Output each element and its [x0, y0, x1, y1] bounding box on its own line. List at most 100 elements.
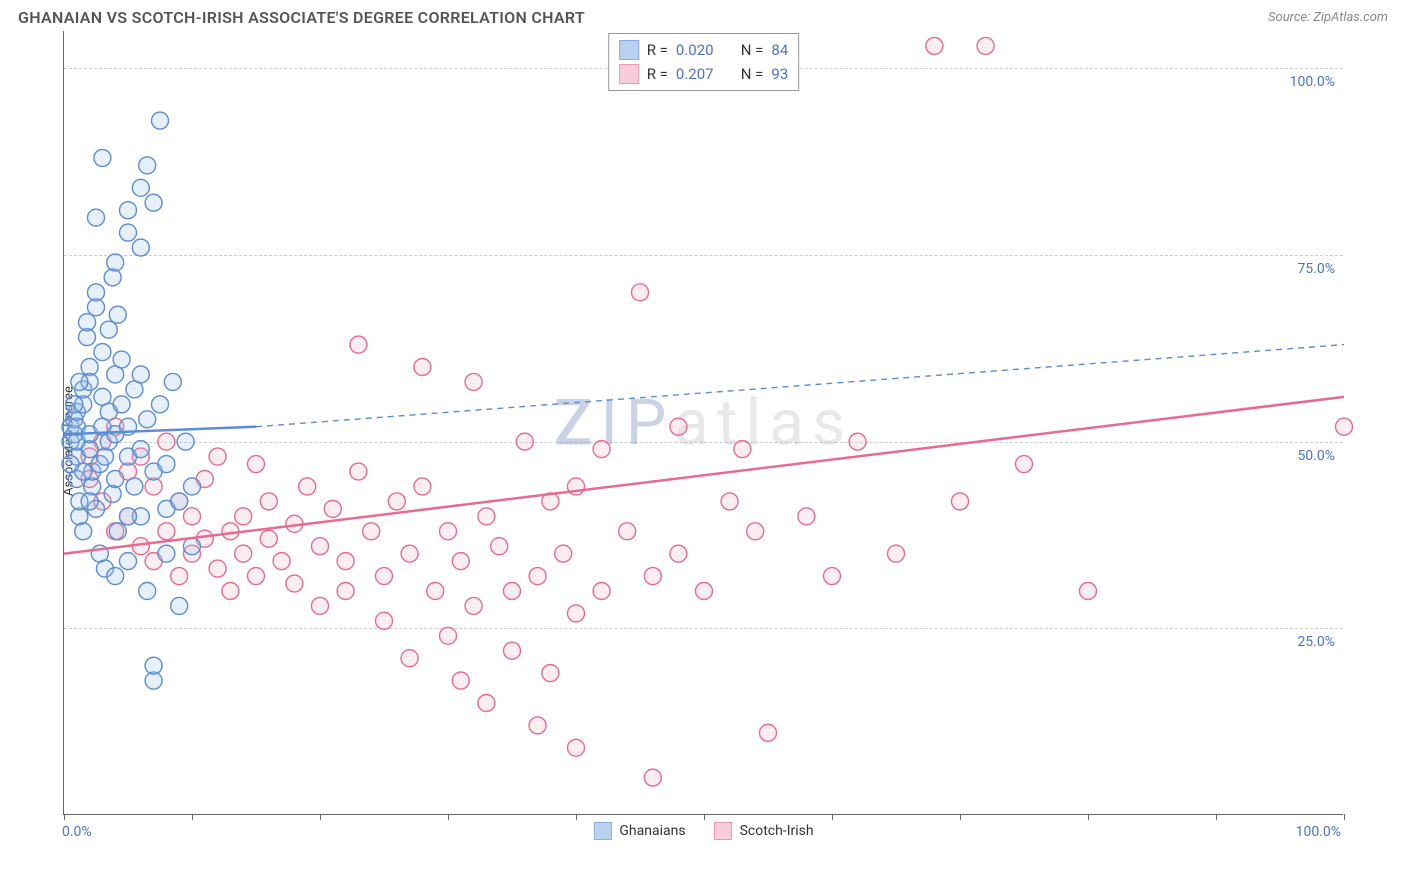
data-point	[542, 665, 559, 682]
data-point	[491, 538, 508, 555]
data-point	[139, 411, 156, 428]
x-label-right: 100.0%	[1296, 824, 1341, 840]
data-point	[388, 493, 405, 510]
data-point	[299, 478, 316, 495]
data-point	[109, 523, 126, 540]
legend-swatch	[619, 64, 639, 84]
data-point	[88, 209, 105, 226]
data-point	[568, 605, 585, 622]
data-point	[171, 597, 188, 614]
data-point	[139, 157, 156, 174]
data-point	[952, 493, 969, 510]
data-point	[62, 456, 79, 473]
n-value: 84	[771, 41, 788, 59]
data-point	[132, 239, 149, 256]
data-point	[81, 493, 98, 510]
data-point	[926, 37, 943, 54]
legend-swatch	[714, 822, 732, 840]
data-point	[132, 366, 149, 383]
data-point	[88, 284, 105, 301]
data-point	[440, 627, 457, 644]
data-point	[376, 612, 393, 629]
data-point	[401, 545, 418, 562]
data-point	[104, 269, 121, 286]
data-point	[670, 418, 687, 435]
data-point	[145, 657, 162, 674]
data-point	[96, 448, 113, 465]
data-point	[465, 373, 482, 390]
data-point	[516, 433, 533, 450]
data-point	[158, 545, 175, 562]
data-point	[152, 112, 169, 129]
data-point	[107, 568, 124, 585]
trend-line-dashed	[256, 345, 1344, 427]
data-point	[452, 553, 469, 570]
data-point	[71, 373, 88, 390]
data-point	[670, 545, 687, 562]
data-point	[184, 508, 201, 525]
legend-stats-row: R = 0.207 N = 93	[619, 62, 789, 86]
data-point	[107, 471, 124, 488]
data-point	[120, 553, 137, 570]
data-point	[977, 37, 994, 54]
data-point	[79, 314, 96, 331]
data-point	[222, 523, 239, 540]
data-point	[312, 538, 329, 555]
data-point	[747, 523, 764, 540]
data-point	[337, 553, 354, 570]
data-point	[312, 597, 329, 614]
data-point	[504, 642, 521, 659]
trend-line	[64, 397, 1344, 554]
data-point	[478, 508, 495, 525]
r-value: 0.020	[676, 41, 714, 59]
x-label-left: 0.0%	[62, 824, 92, 840]
data-point	[260, 493, 277, 510]
data-point	[734, 441, 751, 458]
data-point	[222, 583, 239, 600]
source-attribution: Source: ZipAtlas.com	[1268, 10, 1388, 25]
data-point	[164, 373, 181, 390]
data-point	[644, 769, 661, 786]
data-point	[721, 493, 738, 510]
header: GHANAIAN VS SCOTCH-IRISH ASSOCIATE'S DEG…	[0, 0, 1406, 31]
data-point	[171, 568, 188, 585]
data-point	[104, 485, 121, 502]
data-point	[158, 433, 175, 450]
data-point	[696, 583, 713, 600]
data-point	[94, 344, 111, 361]
chart-container: Associate's Degree 25.0%50.0%75.0%100.0%…	[18, 31, 1388, 851]
data-point	[184, 538, 201, 555]
data-point	[568, 739, 585, 756]
data-point	[376, 568, 393, 585]
data-point	[350, 336, 367, 353]
data-point	[888, 545, 905, 562]
data-point	[632, 284, 649, 301]
data-point	[126, 478, 143, 495]
legend-series: GhanaiansScotch-Irish	[593, 822, 813, 840]
data-point	[529, 568, 546, 585]
n-value: 93	[771, 65, 788, 83]
data-point	[286, 575, 303, 592]
data-point	[132, 441, 149, 458]
data-point	[113, 396, 130, 413]
data-point	[273, 553, 290, 570]
data-point	[209, 448, 226, 465]
data-point	[619, 523, 636, 540]
data-point	[465, 597, 482, 614]
data-point	[555, 545, 572, 562]
data-point	[529, 717, 546, 734]
data-point	[75, 523, 92, 540]
data-point	[120, 202, 137, 219]
data-point	[109, 306, 126, 323]
data-point	[414, 478, 431, 495]
data-point	[152, 396, 169, 413]
data-point	[158, 456, 175, 473]
data-point	[427, 583, 444, 600]
legend-item: Ghanaians	[593, 822, 685, 840]
data-point	[350, 463, 367, 480]
data-point	[171, 493, 188, 510]
data-point	[1336, 418, 1353, 435]
data-point	[139, 583, 156, 600]
scatter-svg	[64, 31, 1344, 815]
data-point	[440, 523, 457, 540]
